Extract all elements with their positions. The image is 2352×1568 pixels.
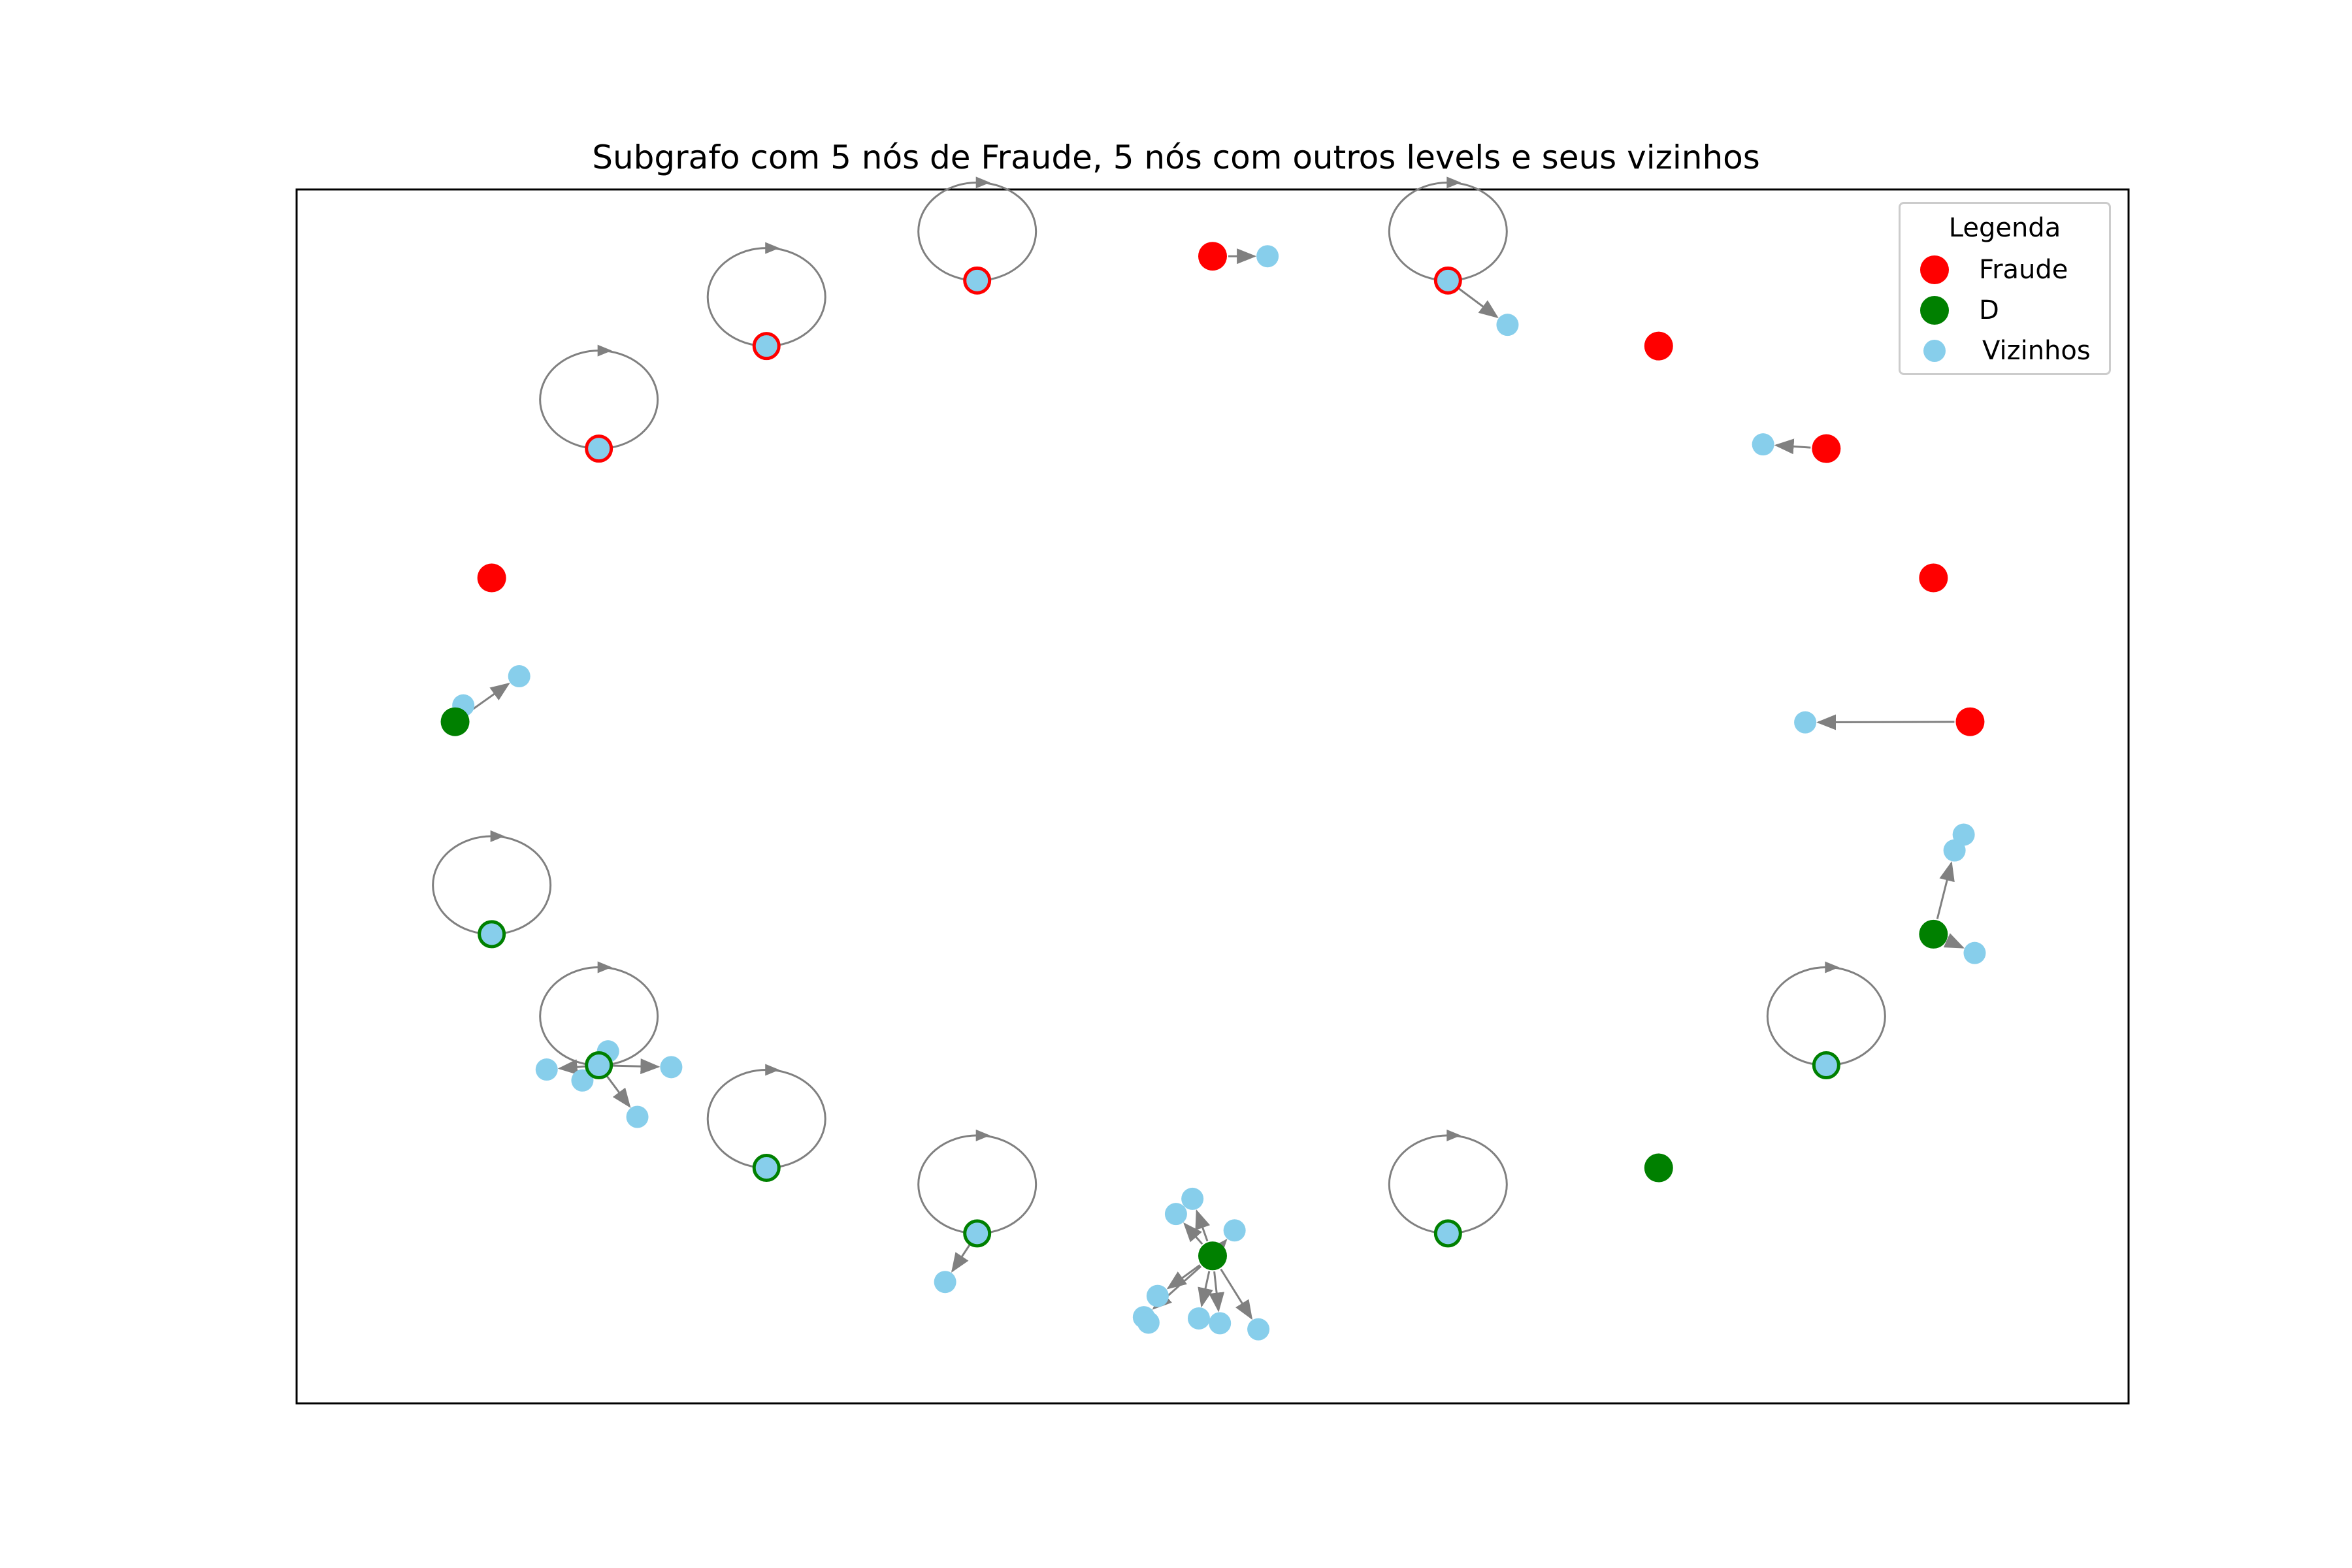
self-loop-node-s8 bbox=[963, 1219, 992, 1248]
edge-d3-n17 bbox=[1195, 1209, 1211, 1242]
fraud-node-f6 bbox=[477, 563, 506, 593]
legend-label-d: D bbox=[1979, 295, 1999, 325]
self-loop-node-s10 bbox=[1812, 1051, 1840, 1080]
edge-d3-n24 bbox=[1220, 1268, 1253, 1320]
self-loop-node-s4 bbox=[585, 434, 613, 463]
self-loop-node-s3 bbox=[752, 332, 781, 361]
edge-s2-n2 bbox=[1458, 287, 1499, 319]
self-loop-arrow-s1 bbox=[975, 176, 990, 189]
edge-d4-n8 bbox=[467, 682, 510, 714]
legend-label-fraude: Fraude bbox=[1979, 255, 2068, 285]
self-loop-node-s6 bbox=[585, 1051, 613, 1080]
self-loop-s1 bbox=[917, 181, 1037, 282]
self-loop-arrow-s4 bbox=[597, 344, 612, 357]
neighbor-node-n15 bbox=[934, 1271, 956, 1294]
self-loop-arrow-s7 bbox=[765, 1064, 780, 1076]
d-node-d1 bbox=[1919, 919, 1948, 949]
self-loop-node-s5 bbox=[478, 920, 506, 949]
neighbor-node-n6 bbox=[1943, 839, 1966, 862]
neighbor-node-n10 bbox=[535, 1058, 558, 1081]
legend-marker-vizinhos bbox=[1923, 340, 1946, 362]
legend-entry-vizinhos: Vizinhos bbox=[1920, 335, 2091, 367]
d-node-d4 bbox=[440, 707, 470, 736]
plot-area-frame bbox=[295, 188, 2130, 1405]
edge-f3-n3 bbox=[1774, 438, 1811, 455]
self-loop-arrow-s6 bbox=[597, 961, 612, 973]
legend-marker-fraude bbox=[1920, 255, 1949, 284]
legend-title: Legenda bbox=[1948, 213, 2061, 243]
self-loop-s2 bbox=[1388, 181, 1508, 282]
legend-entry-fraude: Fraude bbox=[1920, 253, 2068, 286]
legend-label-vizinhos: Vizinhos bbox=[1982, 336, 2091, 366]
neighbor-node-n8 bbox=[508, 665, 531, 688]
self-loop-arrow-s5 bbox=[490, 830, 505, 842]
self-loop-node-s1 bbox=[963, 266, 992, 295]
edge-d1-n7 bbox=[1943, 933, 1965, 949]
self-loop-arrow-s9 bbox=[1446, 1129, 1462, 1141]
edge-d1-n6 bbox=[1936, 861, 1955, 919]
neighbor-node-n2 bbox=[1496, 314, 1519, 336]
edge-d3-n16 bbox=[1183, 1222, 1203, 1245]
self-loop-s8 bbox=[917, 1134, 1037, 1235]
edge-s8-n15 bbox=[951, 1244, 971, 1273]
fraud-node-f4 bbox=[1919, 563, 1948, 593]
self-loop-s7 bbox=[706, 1069, 826, 1169]
neighbor-node-n21 bbox=[1137, 1311, 1160, 1334]
edge-s6-n12 bbox=[612, 1058, 661, 1075]
neighbor-node-n14 bbox=[571, 1069, 594, 1092]
edge-d3-n18 bbox=[1208, 1239, 1228, 1259]
edge-d3-n19 bbox=[1166, 1264, 1201, 1290]
neighbor-node-n12 bbox=[660, 1056, 683, 1079]
fraud-node-f5 bbox=[1955, 707, 1985, 736]
fraud-node-f3 bbox=[1812, 434, 1841, 463]
d-node-d3 bbox=[1198, 1241, 1227, 1271]
edge-s6-n10 bbox=[557, 1059, 585, 1075]
edge-s6-n13 bbox=[606, 1075, 631, 1108]
legend-entry-d: D bbox=[1920, 294, 1999, 327]
self-loop-s4 bbox=[539, 350, 659, 450]
neighbor-node-n1 bbox=[1256, 245, 1279, 268]
edge-d3-n22 bbox=[1198, 1271, 1213, 1308]
edge-d3-n23 bbox=[1209, 1271, 1225, 1313]
plot-title: Subgrafo com 5 nós de Fraude, 5 nós com … bbox=[592, 139, 1760, 176]
self-loop-node-s2 bbox=[1433, 266, 1462, 295]
neighbor-node-n13 bbox=[626, 1105, 649, 1128]
legend: Legenda Fraude D Vizinhos bbox=[1899, 202, 2111, 375]
neighbor-node-n19 bbox=[1146, 1284, 1169, 1307]
legend-marker-d bbox=[1920, 296, 1949, 325]
neighbor-node-n3 bbox=[1752, 433, 1774, 456]
neighbor-node-n16 bbox=[1164, 1203, 1187, 1226]
neighbor-node-n7 bbox=[1963, 941, 1986, 964]
neighbor-node-n24 bbox=[1247, 1318, 1270, 1341]
edges-layer bbox=[467, 248, 1965, 1320]
self-loop-node-s9 bbox=[1433, 1219, 1462, 1248]
neighbor-node-n4 bbox=[1794, 711, 1817, 734]
self-loop-node-s7 bbox=[752, 1154, 781, 1183]
neighbor-node-n23 bbox=[1209, 1312, 1232, 1335]
nodes-layer bbox=[440, 242, 1986, 1341]
d-node-d2 bbox=[1644, 1153, 1673, 1183]
self-loop-s3 bbox=[706, 247, 826, 348]
self-loop-s10 bbox=[1766, 966, 1886, 1067]
self-loop-arrow-s2 bbox=[1446, 176, 1462, 189]
self-loop-arrow-s10 bbox=[1825, 961, 1840, 973]
fraud-node-f1 bbox=[1198, 242, 1227, 271]
fraud-node-f2 bbox=[1644, 331, 1673, 361]
neighbor-node-n18 bbox=[1223, 1219, 1246, 1242]
neighbor-node-n22 bbox=[1187, 1307, 1210, 1330]
edge-f5-n4 bbox=[1816, 714, 1955, 730]
self-loop-arrow-s8 bbox=[975, 1129, 990, 1141]
self-loop-s9 bbox=[1388, 1134, 1508, 1235]
neighbor-node-n17 bbox=[1181, 1187, 1204, 1210]
self-loop-arrow-s3 bbox=[765, 242, 780, 254]
self-loop-s5 bbox=[432, 835, 552, 936]
